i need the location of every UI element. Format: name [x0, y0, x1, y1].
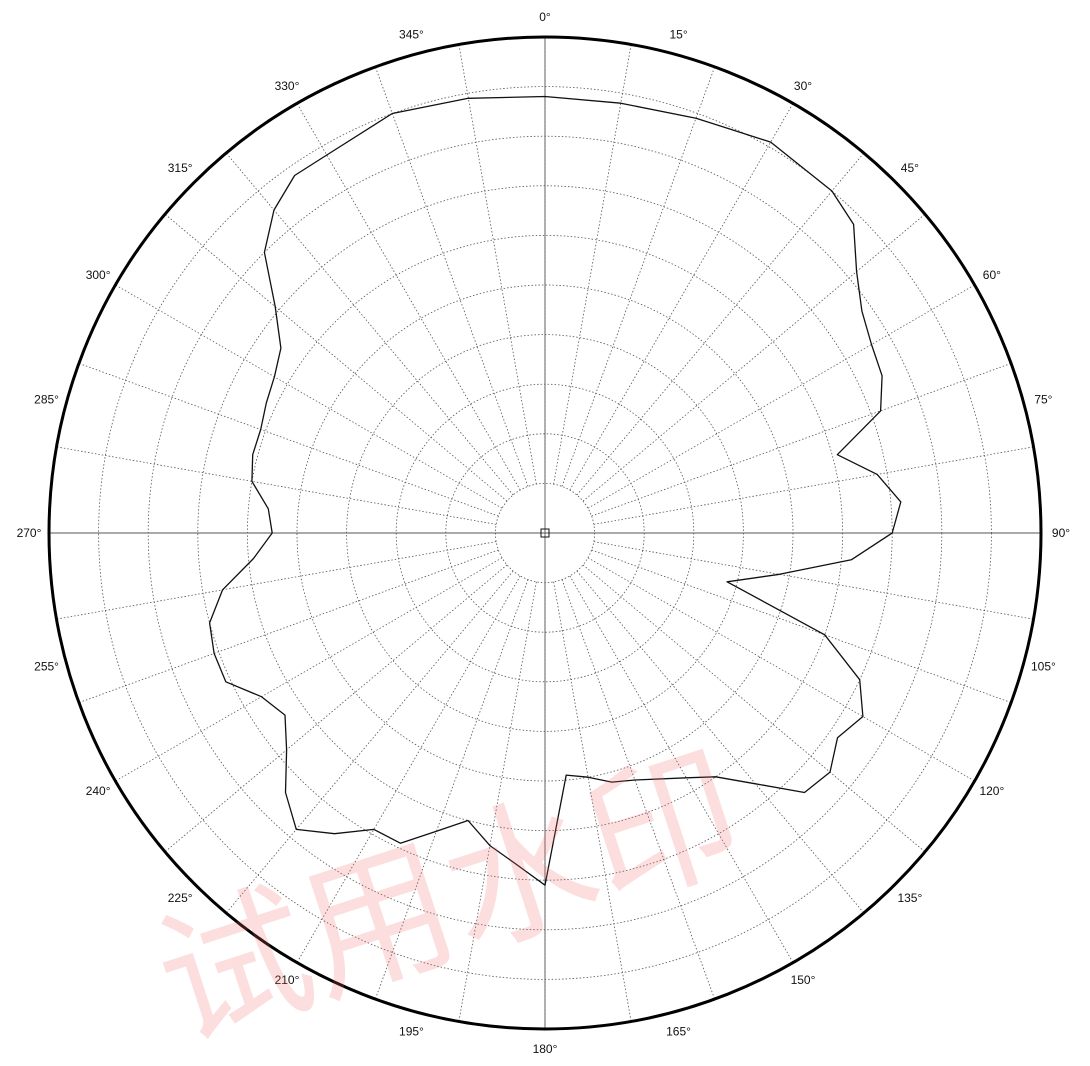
angle-tick-label: 240°: [86, 784, 111, 798]
grid-spoke: [593, 446, 1034, 525]
grid-spoke: [296, 103, 521, 491]
grid-spoke: [561, 66, 716, 487]
angle-tick-label: 210°: [275, 973, 300, 987]
grid-spoke: [225, 152, 514, 496]
grid-spoke: [553, 581, 632, 1022]
grid-spoke: [56, 446, 497, 525]
angle-tick-label: 195°: [399, 1024, 424, 1038]
grid-spoke: [225, 570, 514, 914]
grid-spoke: [115, 284, 503, 509]
angle-tick-label: 165°: [666, 1024, 691, 1038]
grid-spoke: [374, 579, 529, 1000]
angular-tick-labels: 0° 15° 30° 45° 60° 75° 90° 105° 120° 135° 150° 165°…: [17, 10, 1071, 1056]
center-marker: [540, 528, 550, 538]
grid-spoke: [56, 541, 497, 620]
grid-spoke: [591, 362, 1012, 517]
angle-tick-label: 60°: [983, 268, 1001, 282]
angle-tick-label: 90°: [1052, 526, 1070, 540]
grid-spoke: [458, 581, 537, 1022]
angle-tick-label: 255°: [34, 660, 59, 674]
grid-spoke: [569, 103, 794, 491]
grid-spoke: [78, 549, 499, 704]
grid-spoke: [164, 564, 508, 853]
grid-spoke: [587, 557, 975, 782]
grid-spoke: [569, 575, 794, 963]
grid-spoke: [115, 557, 503, 782]
angle-tick-label: 0°: [539, 10, 551, 24]
grid-spoke: [553, 44, 632, 485]
grid-spoke: [78, 362, 499, 517]
grid-spoke: [587, 284, 975, 509]
angle-tick-label: 330°: [275, 79, 300, 93]
series-layer: [208, 95, 902, 886]
angular-grid-spokes: [49, 37, 1041, 1029]
angle-tick-label: 135°: [897, 891, 922, 905]
grid-spoke: [582, 213, 926, 502]
angle-tick-label: 300°: [86, 268, 111, 282]
grid-spoke: [561, 579, 716, 1000]
angle-tick-label: 30°: [794, 79, 812, 93]
angle-tick-label: 180°: [533, 1042, 558, 1056]
grid-spoke: [591, 549, 1012, 704]
angle-tick-label: 45°: [901, 161, 919, 175]
angle-tick-label: 270°: [17, 526, 42, 540]
grid-spoke: [164, 213, 508, 502]
angle-tick-label: 345°: [399, 28, 424, 42]
angle-tick-label: 150°: [791, 973, 816, 987]
grid-spoke: [576, 570, 865, 914]
grid-spoke: [593, 541, 1034, 620]
outer-circle: [47, 35, 1043, 1031]
angle-tick-label: 120°: [979, 784, 1004, 798]
grid-spoke: [576, 152, 865, 496]
grid-spoke: [296, 575, 521, 963]
angle-tick-label: 285°: [34, 392, 59, 406]
grid-spoke: [374, 66, 529, 487]
grid-spoke: [582, 564, 926, 853]
angle-tick-label: 105°: [1031, 660, 1056, 674]
grid-spoke: [458, 44, 537, 485]
series-line: [208, 95, 902, 886]
angle-tick-label: 15°: [669, 28, 687, 42]
angle-tick-label: 315°: [168, 161, 193, 175]
angle-tick-label: 225°: [168, 891, 193, 905]
angle-tick-label: 75°: [1034, 392, 1052, 406]
